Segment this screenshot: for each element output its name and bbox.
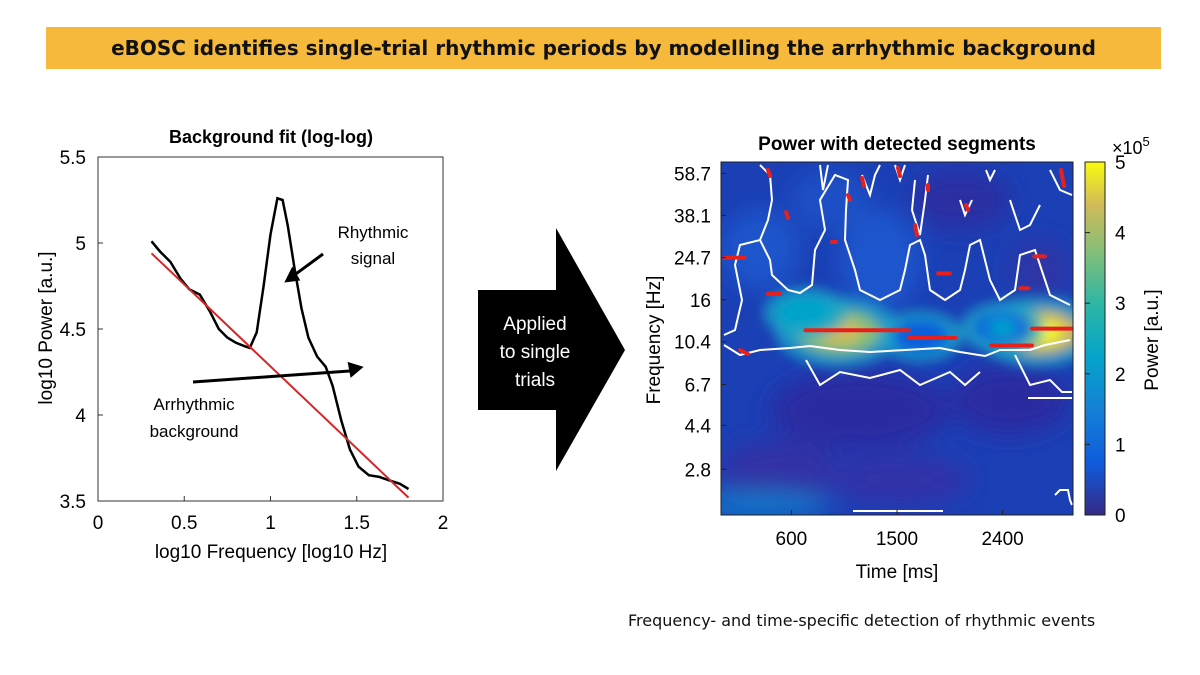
colorbar-tick-label: 2 <box>1115 365 1126 386</box>
colorbar-tick-label: 3 <box>1115 294 1126 315</box>
left-x-tick-label: 0.5 <box>171 513 197 534</box>
annotation-rhythmic-arrow <box>291 252 324 278</box>
left-y-tick-label: 4 <box>75 406 86 427</box>
detected-segments <box>722 254 1073 348</box>
arrow-label-line-3: trials <box>515 370 555 391</box>
hotspot-core <box>790 303 821 322</box>
left-y-tick-label: 5 <box>75 234 86 255</box>
left-chart-title: Background fit (log-log) <box>169 127 373 147</box>
right-y-tick-label: 16 <box>690 291 711 312</box>
right-y-tick-label: 38.1 <box>674 206 711 227</box>
right-x-tick-labels: 600 1500 2400 <box>776 510 1024 550</box>
colorbar-tick-label: 4 <box>1115 224 1126 245</box>
detected-specks <box>738 166 1066 356</box>
right-y-tick-label: 2.8 <box>685 460 711 481</box>
right-y-tick-label: 10.4 <box>674 333 711 354</box>
applied-arrow: Applied to single trials <box>478 228 625 471</box>
left-y-tick-label: 3.5 <box>60 492 86 513</box>
right-chart-title: Power with detected segments <box>758 134 1036 155</box>
colorbar-exponent-power: 5 <box>1143 134 1150 149</box>
left-x-tick-label: 1.5 <box>344 513 370 534</box>
arrow-label-line-1: Applied <box>503 314 566 335</box>
annotation-arrhythmic-line-2: background <box>150 422 239 441</box>
left-x-tick-label: 1 <box>265 513 276 534</box>
left-x-tick-label: 0 <box>93 513 104 534</box>
right-x-tick-label: 1500 <box>876 529 918 550</box>
colorbar-exponent: ×105 <box>1112 134 1150 158</box>
power-heatmap-chart: Power with detected segments <box>644 134 1163 583</box>
colorbar-tick-labels: 0 1 2 3 4 5 <box>1085 153 1126 527</box>
contour-lines <box>723 164 1073 512</box>
left-y-tick-labels: 3.5 4 4.5 5 5.5 <box>60 148 87 513</box>
right-x-axis-label: Time [ms] <box>856 562 939 583</box>
title-banner: eBOSC identifies single-trial rhythmic p… <box>46 27 1161 69</box>
left-annotations: Rhythmic signal Arrhythmic background <box>150 223 409 441</box>
left-y-axis-label: log10 Power [a.u.] <box>36 251 57 404</box>
left-x-tick-label: 2 <box>438 513 449 534</box>
caption: Frequency- and time-specific detection o… <box>628 611 1096 630</box>
colorbar <box>1084 161 1106 516</box>
right-y-axis-label: Frequency [Hz] <box>644 276 665 405</box>
right-y-tick-labels: 58.7 38.1 24.7 16 10.4 6.7 4.4 2.8 <box>674 164 726 481</box>
right-y-tick-label: 58.7 <box>674 164 711 185</box>
left-axes-box <box>97 156 444 502</box>
colorbar-tick-label: 1 <box>1115 435 1126 456</box>
annotation-rhythmic-line-1: Rhythmic <box>338 223 409 242</box>
left-y-tick-label: 5.5 <box>60 148 86 169</box>
right-y-tick-label: 6.7 <box>685 375 711 396</box>
annotation-arrhythmic-arrowhead <box>347 361 364 378</box>
arrow-shape <box>478 228 625 471</box>
left-y-tick-label: 4.5 <box>60 320 86 341</box>
arrow-label-line-2: to single <box>500 342 571 363</box>
right-x-tick-label: 600 <box>776 529 808 550</box>
colorbar-exponent-base: ×10 <box>1112 138 1143 158</box>
annotation-arrhythmic-arrow <box>192 369 352 384</box>
colorbar-tick-label: 5 <box>1115 153 1126 174</box>
spectrum-line <box>150 196 410 491</box>
annotation-rhythmic-arrowhead <box>284 266 301 283</box>
colorbar-label: Power [a.u.] <box>1142 289 1163 390</box>
banner-title: eBOSC identifies single-trial rhythmic p… <box>111 36 1096 60</box>
left-plot-area <box>97 156 444 502</box>
left-x-tick-labels: 0 0.5 1 1.5 2 <box>93 513 449 534</box>
annotation-arrhythmic-line-1: Arrhythmic <box>153 395 235 414</box>
right-x-tick-label: 2400 <box>981 529 1023 550</box>
colorbar-tick-label: 0 <box>1115 506 1126 527</box>
heatmap-image <box>721 162 1073 515</box>
right-y-tick-label: 4.4 <box>685 416 712 437</box>
annotation-rhythmic-line-2: signal <box>351 249 395 268</box>
left-x-axis-label: log10 Frequency [log10 Hz] <box>155 542 387 563</box>
background-fit-chart: Background fit (log-log) 0 0.5 1 1.5 2 3.5 4 4… <box>36 127 449 563</box>
hotspot-core <box>987 318 1018 337</box>
right-y-tick-label: 24.7 <box>674 249 711 270</box>
